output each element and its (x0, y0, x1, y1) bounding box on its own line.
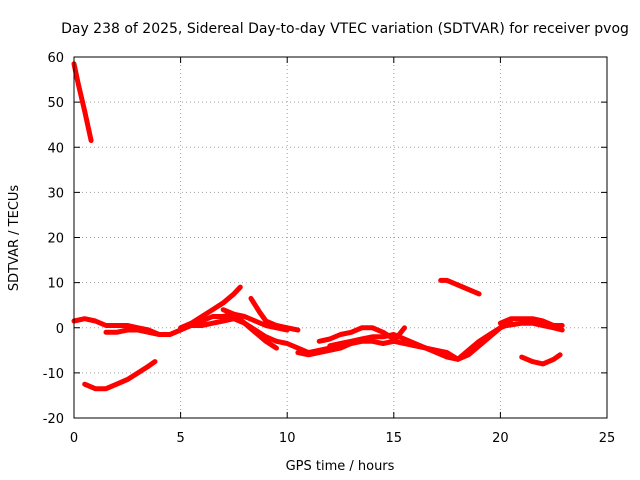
series-line-seg9 (316, 325, 397, 344)
y-tick-label: 50 (47, 96, 64, 111)
y-tick-label: 20 (47, 232, 64, 247)
series-line-seg1 (71, 61, 94, 143)
x-tick-label: 20 (492, 431, 509, 446)
series-line-seg7 (248, 295, 301, 333)
series-line-seg6 (220, 307, 279, 351)
series-line-seg11 (391, 325, 407, 344)
x-axis-label: GPS time / hours (286, 459, 395, 474)
series-line-seg14 (504, 320, 565, 333)
y-tick-label: -20 (43, 412, 64, 427)
y-axis-label: SDTVAR / TECUs (7, 185, 22, 292)
y-tick-label: -10 (43, 367, 64, 382)
y-tick-label: 30 (47, 186, 64, 201)
y-tick-label: 60 (47, 51, 64, 66)
series-line-seg8 (295, 320, 514, 362)
x-tick-label: 25 (599, 431, 616, 446)
y-tick-label: 0 (56, 322, 64, 337)
series-line-seg10 (327, 325, 503, 362)
y-tick-label: 10 (47, 277, 64, 292)
chart-title: Day 238 of 2025, Sidereal Day-to-day VTE… (61, 21, 629, 37)
x-tick-label: 10 (279, 431, 296, 446)
x-tick-label: 15 (386, 431, 403, 446)
series-line-seg15 (519, 352, 563, 367)
data-series (71, 61, 565, 392)
series-line-seg3 (103, 327, 184, 337)
x-tick-label: 5 (176, 431, 184, 446)
grid (74, 57, 607, 418)
series-line-seg12 (438, 277, 482, 297)
axis-ticks: 0 5 10 15 20 25 -20 -10 0 10 20 30 40 50 60 (43, 51, 616, 446)
series-line-seg16 (82, 359, 158, 392)
series-line-seg5 (188, 316, 333, 356)
y-tick-label: 40 (47, 141, 64, 156)
x-tick-label: 0 (70, 431, 78, 446)
